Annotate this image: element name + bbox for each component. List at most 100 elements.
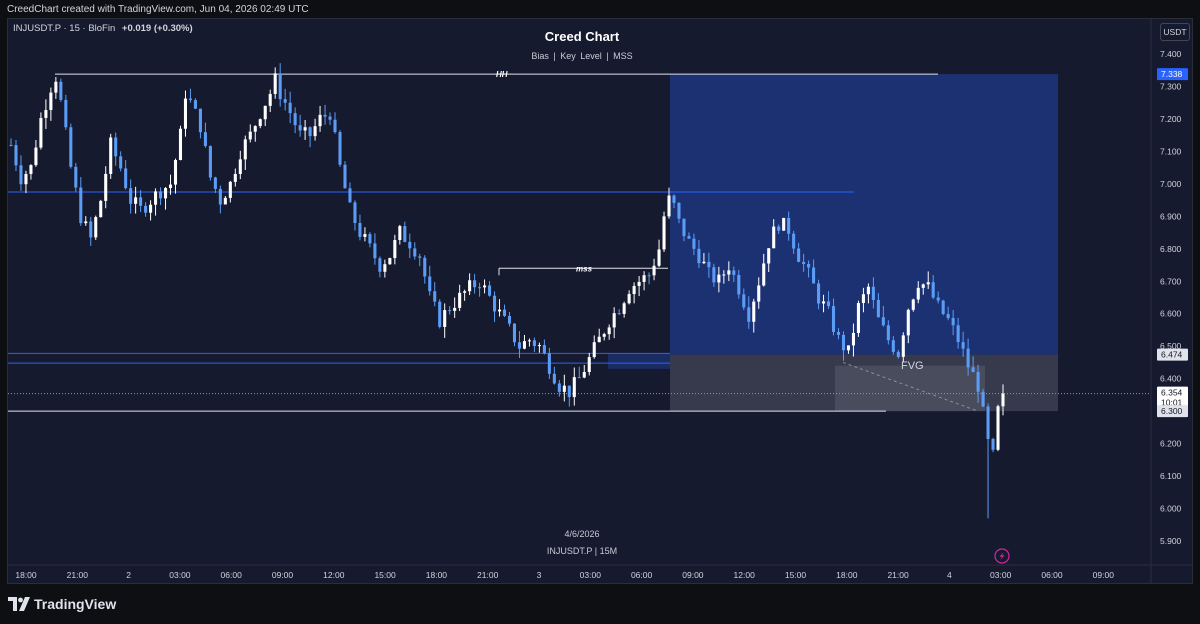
candle[interactable]: [856, 300, 860, 337]
candle[interactable]: [168, 174, 173, 195]
candle[interactable]: [702, 253, 706, 265]
candle[interactable]: [238, 150, 242, 180]
candle[interactable]: [787, 211, 791, 241]
candle[interactable]: [223, 196, 227, 205]
candle[interactable]: [423, 255, 427, 284]
candle[interactable]: [104, 166, 108, 209]
candle[interactable]: [926, 271, 930, 289]
candle[interactable]: [258, 118, 262, 129]
candle[interactable]: [757, 277, 761, 309]
candle[interactable]: [448, 306, 452, 315]
candle[interactable]: [34, 139, 38, 167]
candle[interactable]: [173, 158, 178, 194]
candle[interactable]: [134, 186, 138, 214]
candle[interactable]: [617, 309, 621, 315]
candle[interactable]: [831, 298, 836, 336]
candle[interactable]: [59, 78, 63, 102]
candle[interactable]: [398, 224, 402, 245]
candle[interactable]: [453, 297, 457, 318]
candle[interactable]: [119, 151, 123, 172]
candle[interactable]: [772, 219, 776, 249]
candle[interactable]: [981, 388, 985, 408]
candle[interactable]: [866, 283, 870, 304]
candle[interactable]: [333, 112, 337, 134]
candle[interactable]: [777, 224, 781, 234]
candle[interactable]: [727, 261, 731, 282]
candle[interactable]: [976, 364, 980, 403]
candle[interactable]: [911, 298, 915, 312]
candle[interactable]: [1001, 384, 1005, 416]
candle[interactable]: [891, 336, 895, 355]
candle[interactable]: [463, 289, 467, 301]
candle[interactable]: [114, 132, 118, 166]
candle[interactable]: [458, 284, 462, 312]
candle[interactable]: [572, 367, 576, 406]
candle[interactable]: [273, 67, 277, 99]
candle[interactable]: [288, 91, 292, 124]
tradingview-logo[interactable]: TradingView: [8, 595, 116, 613]
candle[interactable]: [817, 279, 821, 310]
candle[interactable]: [627, 290, 631, 305]
candle[interactable]: [228, 180, 232, 203]
candle[interactable]: [682, 218, 686, 242]
candle[interactable]: [657, 239, 661, 267]
candle[interactable]: [328, 112, 332, 126]
candle[interactable]: [488, 281, 492, 297]
candle[interactable]: [213, 176, 217, 193]
candle[interactable]: [358, 214, 362, 241]
candle[interactable]: [413, 242, 417, 260]
candle[interactable]: [144, 202, 148, 217]
candle[interactable]: [483, 279, 487, 294]
candle[interactable]: [647, 272, 651, 285]
candle[interactable]: [418, 253, 422, 267]
symbol-legend[interactable]: INJUSDT.P · 15 · BloFin +0.019 (+0.30%): [13, 23, 193, 34]
candle[interactable]: [692, 233, 696, 256]
candle[interactable]: [797, 242, 801, 263]
lightning-icon[interactable]: [994, 548, 1010, 564]
candle[interactable]: [707, 252, 711, 278]
candle[interactable]: [308, 126, 312, 148]
candle[interactable]: [966, 338, 970, 376]
candle[interactable]: [562, 374, 566, 402]
candle[interactable]: [473, 273, 477, 294]
candle[interactable]: [517, 331, 521, 358]
candle[interactable]: [428, 265, 432, 296]
candle[interactable]: [24, 170, 28, 194]
candle[interactable]: [901, 332, 905, 363]
candle[interactable]: [752, 298, 756, 333]
candle[interactable]: [263, 105, 267, 127]
candle[interactable]: [283, 88, 287, 111]
candle[interactable]: [378, 256, 382, 278]
currency-button[interactable]: USDT: [1160, 23, 1190, 41]
candle[interactable]: [582, 365, 586, 379]
candle[interactable]: [218, 185, 222, 214]
candle[interactable]: [991, 437, 995, 453]
candle[interactable]: [383, 259, 387, 278]
candle[interactable]: [592, 335, 596, 359]
candle[interactable]: [313, 118, 317, 141]
candle[interactable]: [188, 88, 192, 103]
candle[interactable]: [129, 179, 133, 214]
candle[interactable]: [14, 140, 18, 172]
candle[interactable]: [931, 275, 935, 300]
candle[interactable]: [577, 366, 581, 379]
candle[interactable]: [667, 187, 671, 219]
candle[interactable]: [49, 87, 53, 121]
candle[interactable]: [468, 273, 472, 296]
candle[interactable]: [722, 270, 726, 284]
candle[interactable]: [547, 347, 551, 380]
candle[interactable]: [587, 352, 591, 376]
candle[interactable]: [896, 350, 900, 359]
price-chart[interactable]: HH mss FVG 7.400 7.300 7.200 7.100 7.000 6.900 6…: [8, 19, 1193, 584]
candle[interactable]: [154, 188, 158, 216]
candle[interactable]: [278, 63, 282, 107]
candle[interactable]: [89, 216, 93, 247]
candle[interactable]: [921, 283, 925, 295]
fvg-left-box[interactable]: [608, 353, 670, 369]
candle[interactable]: [826, 291, 831, 309]
candle[interactable]: [54, 77, 58, 99]
candle[interactable]: [79, 177, 83, 226]
candle[interactable]: [109, 133, 113, 179]
candle[interactable]: [822, 294, 826, 313]
candle[interactable]: [438, 299, 442, 329]
